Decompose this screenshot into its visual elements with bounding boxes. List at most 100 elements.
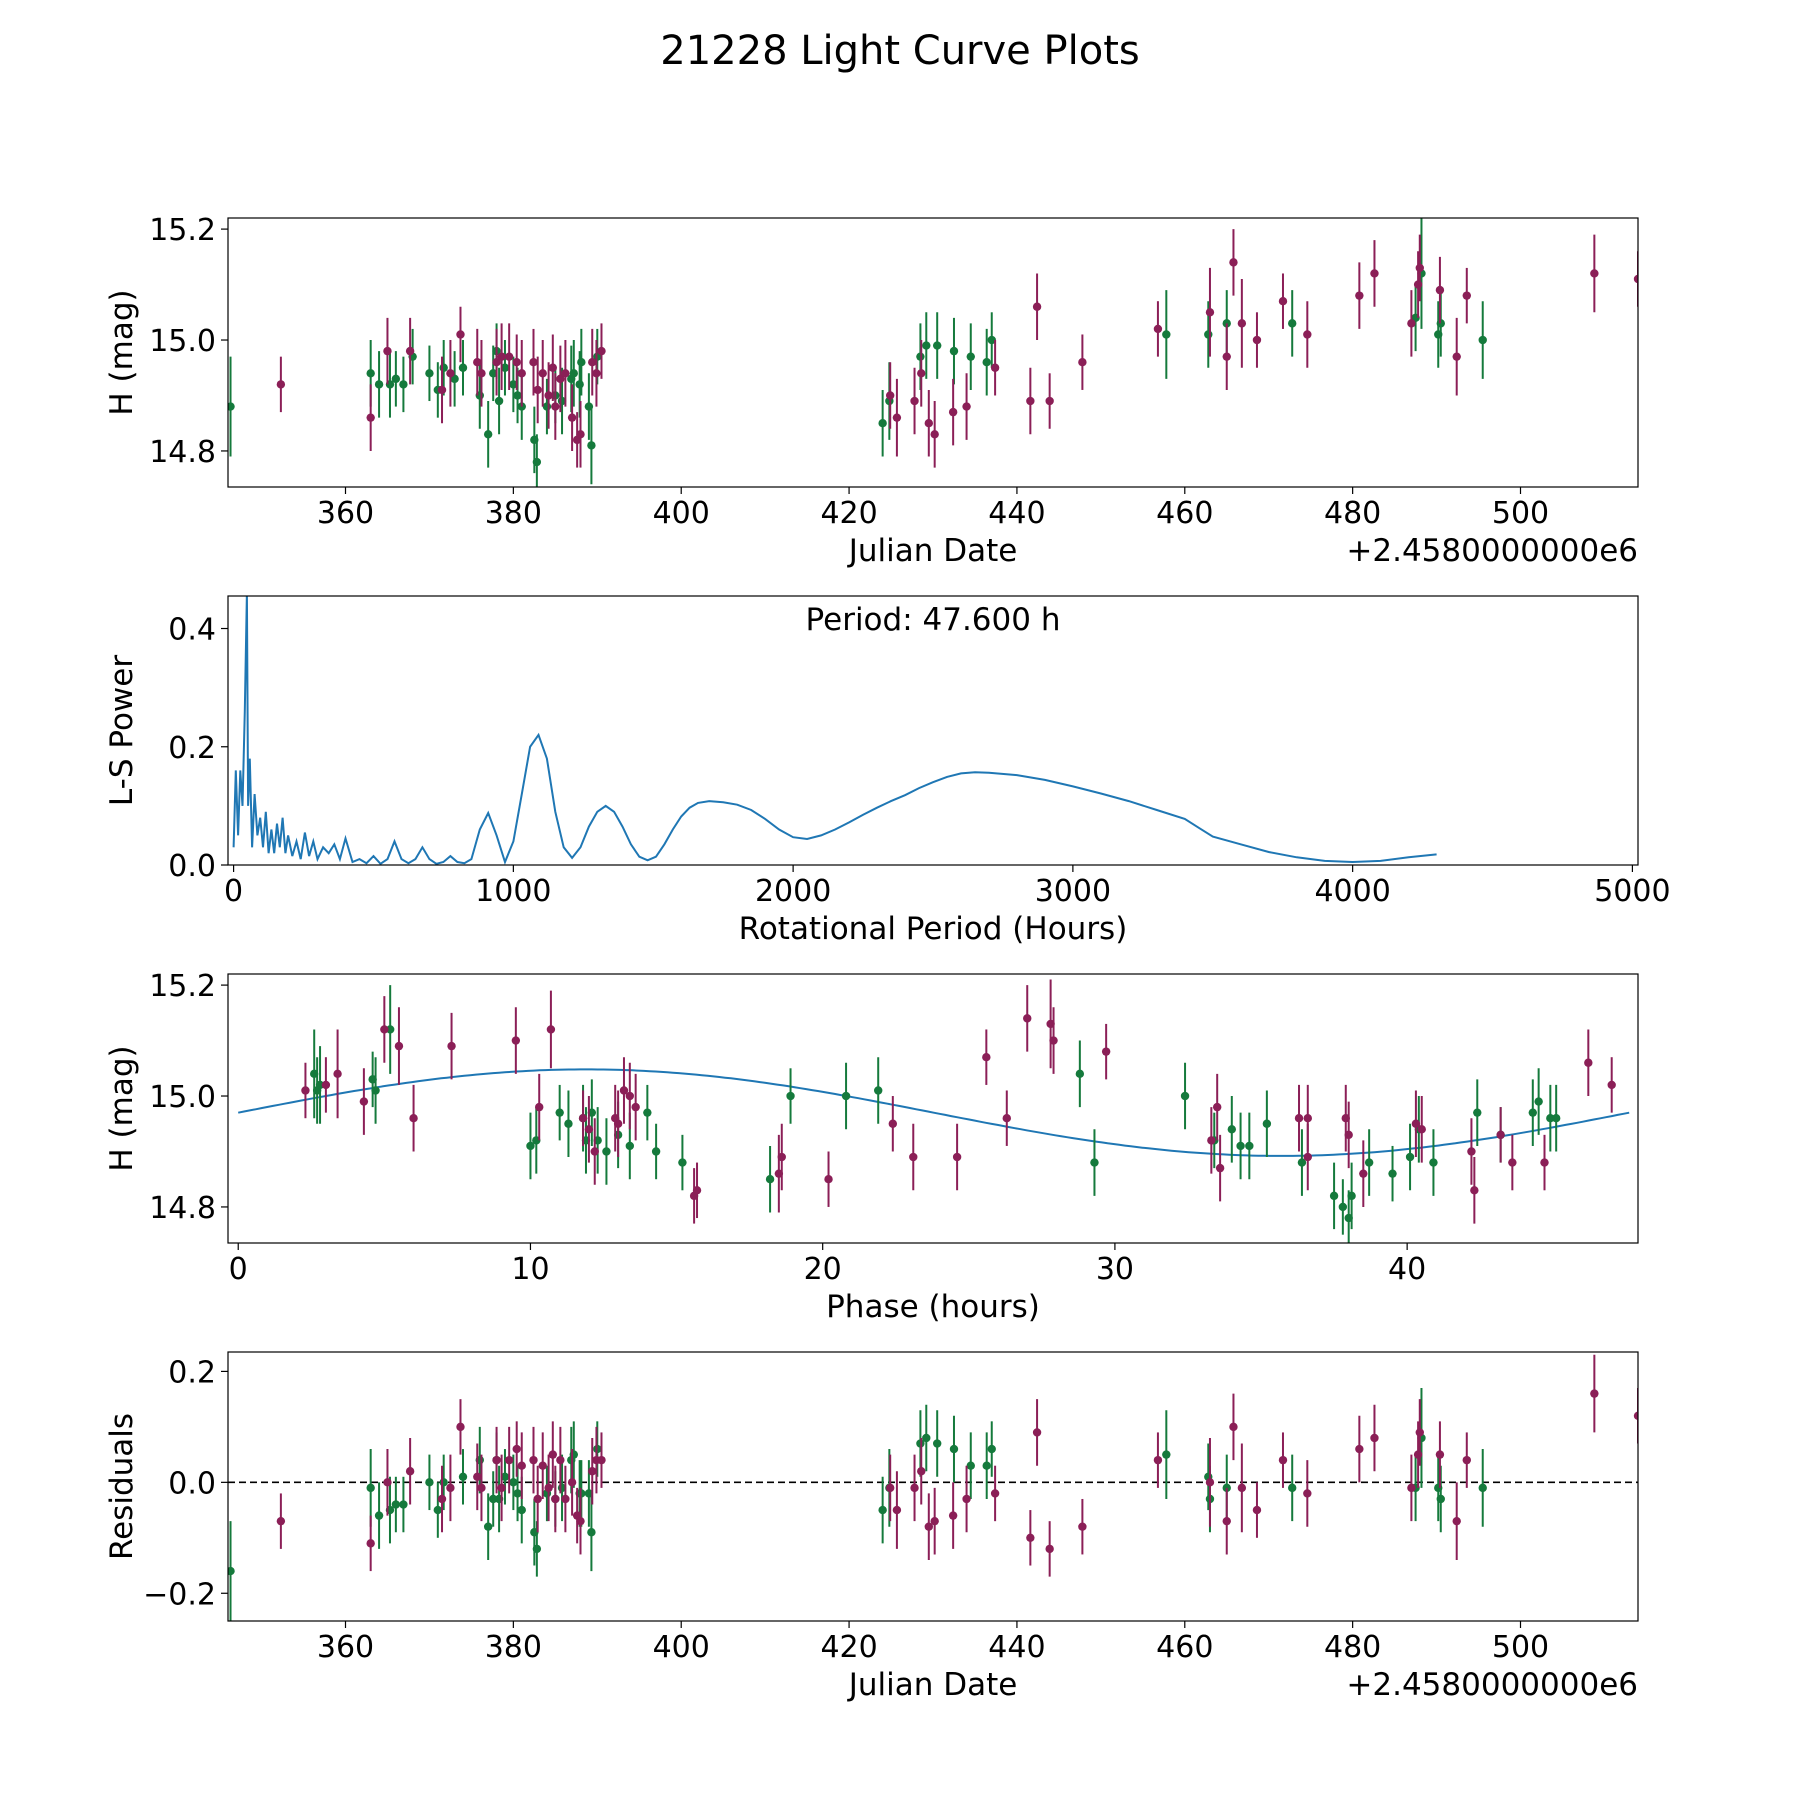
- purple-data-point: [909, 1152, 918, 1162]
- purple-data-point: [383, 346, 392, 356]
- green-data-point: [587, 441, 596, 450]
- green-data-point: [483, 430, 493, 439]
- purple-data-point: [446, 1483, 455, 1493]
- purple-data-point: [1467, 1147, 1476, 1156]
- purple-data-point: [380, 1025, 389, 1034]
- green-data-point: [982, 1461, 991, 1470]
- purple-data-point: [504, 1455, 514, 1465]
- y-tick-label: 0.0: [168, 1466, 216, 1501]
- x-tick-label: 1000: [475, 874, 551, 909]
- green-data-point: [500, 363, 510, 372]
- purple-data-point: [1435, 1450, 1445, 1459]
- green-data-point: [1429, 1158, 1438, 1167]
- purple-data-point: [1415, 263, 1424, 273]
- green-data-point: [374, 1511, 384, 1520]
- green-data-point: [1546, 1114, 1555, 1123]
- x-tick-label: 420: [820, 496, 877, 531]
- green-data-point: [1245, 1141, 1254, 1151]
- purple-data-point: [333, 1069, 342, 1079]
- y-tick-label: 15.2: [149, 213, 216, 248]
- purple-data-point: [544, 391, 553, 400]
- green-data-point: [1297, 1158, 1307, 1167]
- purple-data-point: [1584, 1058, 1593, 1067]
- green-data-point: [517, 1505, 526, 1515]
- purple-data-point: [590, 1147, 599, 1156]
- purple-data-point: [1212, 1102, 1222, 1112]
- x-tick-label: 3000: [1035, 874, 1111, 909]
- purple-data-point: [405, 1467, 415, 1476]
- purple-data-point: [1101, 1047, 1111, 1056]
- green-data-point: [966, 1461, 975, 1470]
- purple-data-point: [517, 369, 526, 378]
- green-data-point: [1288, 319, 1297, 328]
- green-data-point: [439, 1478, 448, 1487]
- green-data-point: [391, 1500, 401, 1509]
- purple-data-point: [1470, 1186, 1479, 1195]
- purple-data-point: [561, 1494, 570, 1504]
- x-tick-label: 400: [653, 496, 710, 531]
- purple-data-point: [556, 374, 565, 384]
- purple-data-point: [409, 1114, 418, 1123]
- purple-data-point: [1508, 1158, 1517, 1167]
- green-data-point: [399, 1500, 408, 1509]
- green-data-point: [922, 1433, 931, 1443]
- purple-data-point: [529, 358, 538, 367]
- purple-data-point: [1355, 291, 1364, 300]
- purple-data-point: [1303, 1114, 1312, 1123]
- purple-data-point: [1222, 352, 1231, 361]
- green-data-point: [315, 1080, 325, 1090]
- residuals-data: [228, 1354, 1638, 1621]
- purple-data-point: [1359, 1169, 1368, 1178]
- green-data-point: [874, 1086, 883, 1095]
- purple-data-point: [492, 358, 501, 367]
- x-tick-label: 460: [1156, 496, 1213, 531]
- x-axis-label: Rotational Period (Hours): [739, 911, 1128, 947]
- purple-data-point: [578, 1114, 588, 1123]
- purple-data-point: [1207, 1136, 1216, 1145]
- purple-data-point: [892, 413, 902, 422]
- x-tick-label: 420: [820, 1630, 877, 1665]
- green-data-point: [1478, 1483, 1487, 1493]
- purple-data-point: [1252, 335, 1262, 345]
- y-axis-label: Residuals: [104, 1413, 140, 1560]
- purple-data-point: [1303, 330, 1312, 339]
- purple-data-point: [1413, 280, 1423, 289]
- purple-data-point: [447, 1041, 456, 1051]
- green-data-point: [587, 1528, 596, 1537]
- green-data-point: [458, 363, 468, 372]
- purple-data-point: [1045, 396, 1054, 406]
- purple-data-point: [321, 1080, 331, 1090]
- green-data-point: [922, 341, 931, 350]
- y-tick-label: 15.0: [149, 1080, 216, 1115]
- green-data-point: [458, 1472, 468, 1481]
- purple-data-point: [990, 1489, 1000, 1498]
- purple-data-point: [561, 369, 570, 378]
- green-data-point: [932, 341, 942, 350]
- purple-data-point: [888, 1119, 898, 1128]
- purple-data-point: [1303, 1489, 1312, 1498]
- green-data-point: [949, 1444, 959, 1454]
- green-data-point: [500, 1472, 510, 1481]
- purple-data-point: [885, 391, 895, 400]
- purple-data-point: [1496, 1130, 1505, 1140]
- purple-data-point: [588, 1467, 597, 1476]
- green-data-point: [1473, 1108, 1482, 1117]
- purple-data-point: [1435, 285, 1445, 295]
- purple-data-point: [504, 352, 514, 361]
- green-data-point: [425, 1478, 434, 1487]
- phase-data: [237, 979, 1630, 1243]
- x-tick-label: 400: [653, 1630, 710, 1665]
- purple-data-point: [1452, 1516, 1461, 1526]
- x-tick-label: 500: [1492, 496, 1549, 531]
- purple-data-point: [551, 402, 560, 411]
- purple-data-point: [962, 402, 971, 411]
- purple-data-point: [1278, 296, 1288, 306]
- purple-data-point: [924, 1522, 934, 1531]
- purple-data-point: [1344, 1130, 1353, 1140]
- purple-data-point: [1415, 1428, 1424, 1437]
- purple-data-point: [1462, 1455, 1471, 1465]
- purple-data-point: [1026, 1533, 1035, 1543]
- green-data-point: [932, 1439, 942, 1448]
- purple-data-point: [1303, 1152, 1312, 1162]
- x-tick-label: 0: [229, 1252, 248, 1287]
